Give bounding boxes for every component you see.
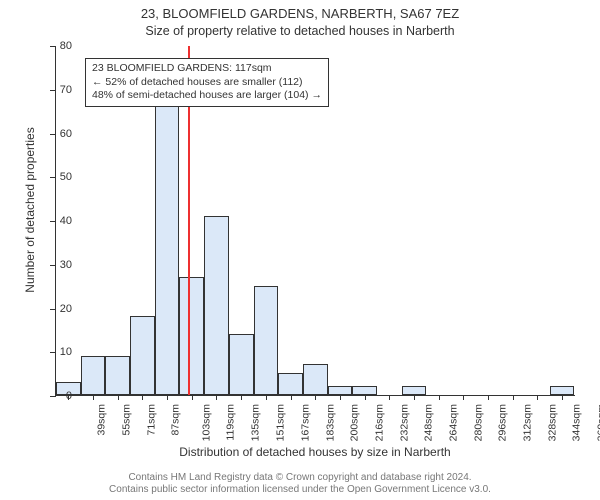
x-axis-label: Distribution of detached houses by size … xyxy=(55,445,575,459)
histogram-bar xyxy=(130,316,155,395)
info-line-2: ← 52% of detached houses are smaller (11… xyxy=(92,76,322,90)
y-tick-label: 0 xyxy=(66,390,72,402)
x-tick-label: 232sqm xyxy=(398,404,410,441)
x-tick-label: 151sqm xyxy=(275,404,287,441)
x-tick xyxy=(142,395,143,400)
histogram-bar xyxy=(550,386,575,395)
y-tick xyxy=(50,177,56,178)
x-tick xyxy=(291,395,292,400)
histogram-bar xyxy=(179,277,204,395)
x-tick-label: 119sqm xyxy=(224,404,236,441)
histogram-bar xyxy=(229,334,254,395)
x-tick-label: 296sqm xyxy=(497,404,509,441)
attribution-line-1: Contains HM Land Registry data © Crown c… xyxy=(0,472,600,484)
y-tick xyxy=(50,90,56,91)
histogram-bar xyxy=(105,356,130,395)
x-tick xyxy=(340,395,341,400)
x-tick xyxy=(93,395,94,400)
attribution-line-2: Contains public sector information licen… xyxy=(0,484,600,496)
y-tick-label: 60 xyxy=(60,128,72,140)
histogram-bar xyxy=(303,364,328,395)
x-tick-label: 39sqm xyxy=(96,404,108,436)
y-tick-label: 20 xyxy=(60,303,72,315)
x-tick-label: 55sqm xyxy=(121,404,133,436)
x-tick-label: 280sqm xyxy=(472,404,484,441)
x-tick xyxy=(414,395,415,400)
attribution-text: Contains HM Land Registry data © Crown c… xyxy=(0,472,600,496)
x-tick-label: 360sqm xyxy=(595,404,600,441)
x-tick-label: 216sqm xyxy=(373,404,385,441)
x-tick-label: 328sqm xyxy=(546,404,558,441)
x-tick-label: 167sqm xyxy=(299,404,311,441)
x-tick xyxy=(216,395,217,400)
x-tick-label: 248sqm xyxy=(423,404,435,441)
y-tick xyxy=(50,46,56,47)
x-tick-label: 183sqm xyxy=(324,404,336,441)
y-tick-label: 10 xyxy=(60,346,72,358)
x-tick-label: 264sqm xyxy=(447,404,459,441)
info-box: 23 BLOOMFIELD GARDENS: 117sqm← 52% of de… xyxy=(85,58,329,107)
x-tick xyxy=(562,395,563,400)
x-tick xyxy=(315,395,316,400)
x-tick-label: 103sqm xyxy=(200,404,212,441)
x-tick-label: 200sqm xyxy=(349,404,361,441)
x-tick-label: 87sqm xyxy=(170,404,182,436)
x-tick xyxy=(439,395,440,400)
chart-container: 23, BLOOMFIELD GARDENS, NARBERTH, SA67 7… xyxy=(0,0,600,500)
y-tick-label: 50 xyxy=(60,171,72,183)
y-tick xyxy=(50,221,56,222)
y-tick xyxy=(50,134,56,135)
x-tick xyxy=(463,395,464,400)
histogram-bar xyxy=(328,386,353,395)
histogram-bar xyxy=(155,102,180,395)
x-tick xyxy=(537,395,538,400)
y-tick xyxy=(50,352,56,353)
x-tick xyxy=(365,395,366,400)
x-tick xyxy=(192,395,193,400)
y-tick-label: 80 xyxy=(60,40,72,52)
info-line-1: 23 BLOOMFIELD GARDENS: 117sqm xyxy=(92,62,322,76)
x-tick-label: 344sqm xyxy=(571,404,583,441)
x-tick xyxy=(266,395,267,400)
y-tick-label: 70 xyxy=(60,84,72,96)
x-tick xyxy=(389,395,390,400)
y-tick xyxy=(50,396,56,397)
x-tick xyxy=(167,395,168,400)
x-tick xyxy=(118,395,119,400)
y-tick-label: 30 xyxy=(60,259,72,271)
x-tick-label: 312sqm xyxy=(521,404,533,441)
y-tick xyxy=(50,265,56,266)
histogram-bar xyxy=(81,356,106,395)
x-tick-label: 135sqm xyxy=(250,404,262,441)
info-line-3: 48% of semi-detached houses are larger (… xyxy=(92,89,322,103)
x-tick-label: 71sqm xyxy=(145,404,157,436)
x-tick xyxy=(513,395,514,400)
x-tick xyxy=(488,395,489,400)
histogram-bar xyxy=(352,386,377,395)
histogram-bar xyxy=(204,216,229,395)
y-tick-label: 40 xyxy=(60,215,72,227)
histogram-bar xyxy=(402,386,427,395)
y-tick xyxy=(50,309,56,310)
histogram-bar xyxy=(254,286,279,395)
chart-title-sub: Size of property relative to detached ho… xyxy=(0,24,600,38)
x-tick xyxy=(241,395,242,400)
chart-title-main: 23, BLOOMFIELD GARDENS, NARBERTH, SA67 7… xyxy=(0,6,600,21)
histogram-bar xyxy=(278,373,303,395)
